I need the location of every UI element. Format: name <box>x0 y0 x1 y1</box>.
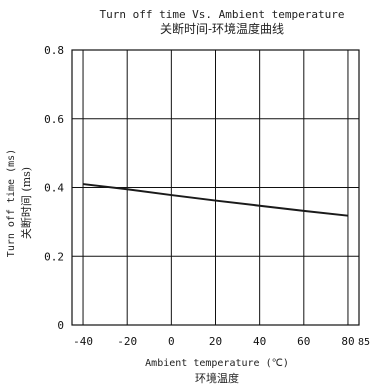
x-tick-label: 0 <box>168 335 175 348</box>
y-tick-labels: 0 0.2 0.4 0.6 0.8 <box>44 44 64 332</box>
chart-title: Turn off time Vs. Ambient temperature <box>99 8 344 21</box>
y-axis-label: Turn off time (ms) <box>6 149 17 257</box>
x-tick-label: 80 <box>341 335 354 348</box>
x-tick-label: 60 <box>297 335 310 348</box>
x-tick-label: 40 <box>253 335 266 348</box>
y-tick-label: 0.4 <box>44 182 64 195</box>
x-tick-label: 20 <box>209 335 222 348</box>
x-tick-label: -40 <box>73 335 93 348</box>
x-end-label: 85 <box>358 337 370 348</box>
x-tick-labels: -40 -20 0 20 40 60 80 <box>73 335 354 348</box>
y-tick-label: 0.8 <box>44 44 64 57</box>
y-axis-label-cn: 关断时间 (ms) <box>19 167 33 239</box>
x-axis-label-cn: 环境温度 <box>195 371 239 385</box>
x-tick-label: -20 <box>117 335 137 348</box>
y-tick-label: 0.2 <box>44 250 64 263</box>
y-tick-label: 0 <box>57 319 64 332</box>
chart-title-cn: 关断时间-环境温度曲线 <box>160 21 284 36</box>
plot-frame <box>71 49 360 326</box>
x-axis-label: Ambient temperature (℃) <box>145 358 289 369</box>
y-tick-label: 0.6 <box>44 113 64 126</box>
data-points <box>83 184 348 216</box>
